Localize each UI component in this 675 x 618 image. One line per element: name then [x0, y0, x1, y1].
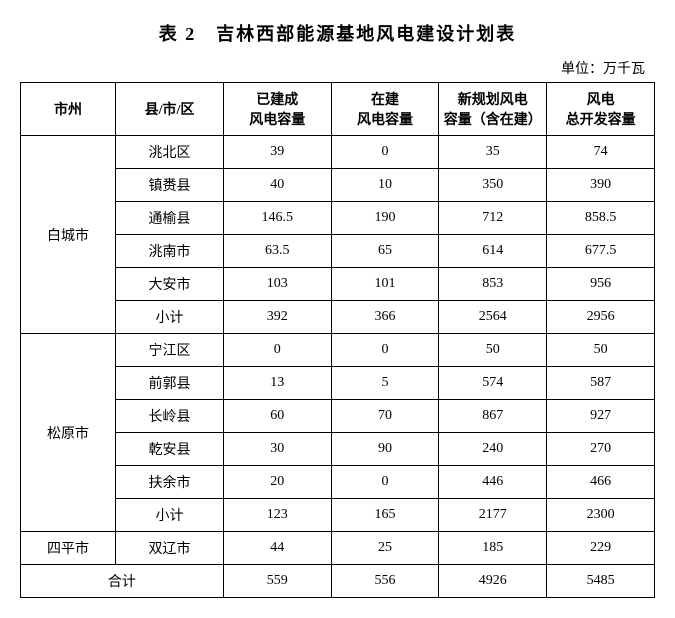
- table-row: 松原市宁江区005050: [21, 334, 655, 367]
- city-cell: 松原市: [21, 334, 116, 532]
- total-cell: 956: [547, 268, 655, 301]
- county-cell: 小计: [116, 301, 224, 334]
- total-cell: 50: [547, 334, 655, 367]
- table-unit: 单位：万千瓦: [20, 58, 655, 78]
- building-cell: 0: [331, 136, 439, 169]
- building-cell: 90: [331, 433, 439, 466]
- header-row: 市州 县/市/区 已建成风电容量 在建风电容量 新规划风电容量（含在建） 风电总…: [21, 83, 655, 136]
- total-cell: 587: [547, 367, 655, 400]
- table-row: 镇赉县4010350390: [21, 169, 655, 202]
- total-cell: 390: [547, 169, 655, 202]
- total-cell: 2300: [547, 499, 655, 532]
- table-row: 扶余市200446466: [21, 466, 655, 499]
- building-cell: 190: [331, 202, 439, 235]
- table-row: 小计39236625642956: [21, 301, 655, 334]
- built-cell: 44: [223, 532, 331, 565]
- county-cell: 小计: [116, 499, 224, 532]
- total-cell: 927: [547, 400, 655, 433]
- built-cell: 103: [223, 268, 331, 301]
- built-cell: 63.5: [223, 235, 331, 268]
- city-cell: 白城市: [21, 136, 116, 334]
- planned-cell: 185: [439, 532, 547, 565]
- planned-cell: 712: [439, 202, 547, 235]
- built-cell: 20: [223, 466, 331, 499]
- total-cell: 466: [547, 466, 655, 499]
- built-cell: 146.5: [223, 202, 331, 235]
- county-cell: 长岭县: [116, 400, 224, 433]
- building-cell: 25: [331, 532, 439, 565]
- header-planned: 新规划风电容量（含在建）: [439, 83, 547, 136]
- built-cell: 0: [223, 334, 331, 367]
- total-cell: 2956: [547, 301, 655, 334]
- header-county: 县/市/区: [116, 83, 224, 136]
- total-row: 合计55955649265485: [21, 565, 655, 598]
- planned-cell: 35: [439, 136, 547, 169]
- built-cell: 39: [223, 136, 331, 169]
- building-cell: 10: [331, 169, 439, 202]
- table-row: 通榆县146.5190712858.5: [21, 202, 655, 235]
- total-cell: 229: [547, 532, 655, 565]
- table-row: 白城市洮北区3903574: [21, 136, 655, 169]
- table-row: 洮南市63.565614677.5: [21, 235, 655, 268]
- table-row: 前郭县135574587: [21, 367, 655, 400]
- planned-cell: 853: [439, 268, 547, 301]
- total-planned-cell: 4926: [439, 565, 547, 598]
- planned-cell: 614: [439, 235, 547, 268]
- planned-cell: 446: [439, 466, 547, 499]
- planned-cell: 240: [439, 433, 547, 466]
- built-cell: 40: [223, 169, 331, 202]
- header-total: 风电总开发容量: [547, 83, 655, 136]
- county-cell: 扶余市: [116, 466, 224, 499]
- header-building: 在建风电容量: [331, 83, 439, 136]
- total-cell: 858.5: [547, 202, 655, 235]
- building-cell: 0: [331, 334, 439, 367]
- header-city: 市州: [21, 83, 116, 136]
- building-cell: 366: [331, 301, 439, 334]
- building-cell: 5: [331, 367, 439, 400]
- planned-cell: 2177: [439, 499, 547, 532]
- county-cell: 洮南市: [116, 235, 224, 268]
- table-row: 大安市103101853956: [21, 268, 655, 301]
- total-cell: 677.5: [547, 235, 655, 268]
- county-cell: 镇赉县: [116, 169, 224, 202]
- county-cell: 通榆县: [116, 202, 224, 235]
- built-cell: 123: [223, 499, 331, 532]
- table-body: 白城市洮北区3903574镇赉县4010350390通榆县146.5190712…: [21, 136, 655, 598]
- planned-cell: 350: [439, 169, 547, 202]
- data-table: 市州 县/市/区 已建成风电容量 在建风电容量 新规划风电容量（含在建） 风电总…: [20, 82, 655, 598]
- planned-cell: 50: [439, 334, 547, 367]
- planned-cell: 867: [439, 400, 547, 433]
- built-cell: 392: [223, 301, 331, 334]
- built-cell: 30: [223, 433, 331, 466]
- total-building-cell: 556: [331, 565, 439, 598]
- building-cell: 165: [331, 499, 439, 532]
- building-cell: 0: [331, 466, 439, 499]
- county-cell: 前郭县: [116, 367, 224, 400]
- table-title: 表 2 吉林西部能源基地风电建设计划表: [20, 20, 655, 46]
- county-cell: 洮北区: [116, 136, 224, 169]
- table-row: 乾安县3090240270: [21, 433, 655, 466]
- built-cell: 13: [223, 367, 331, 400]
- county-cell: 双辽市: [116, 532, 224, 565]
- total-built-cell: 559: [223, 565, 331, 598]
- planned-cell: 574: [439, 367, 547, 400]
- county-cell: 乾安县: [116, 433, 224, 466]
- total-label-cell: 合计: [21, 565, 224, 598]
- header-built: 已建成风电容量: [223, 83, 331, 136]
- total-cell: 74: [547, 136, 655, 169]
- building-cell: 101: [331, 268, 439, 301]
- built-cell: 60: [223, 400, 331, 433]
- city-cell: 四平市: [21, 532, 116, 565]
- total-total-cell: 5485: [547, 565, 655, 598]
- total-cell: 270: [547, 433, 655, 466]
- building-cell: 70: [331, 400, 439, 433]
- planned-cell: 2564: [439, 301, 547, 334]
- county-cell: 大安市: [116, 268, 224, 301]
- table-row: 小计12316521772300: [21, 499, 655, 532]
- table-row: 长岭县6070867927: [21, 400, 655, 433]
- county-cell: 宁江区: [116, 334, 224, 367]
- building-cell: 65: [331, 235, 439, 268]
- table-row: 四平市双辽市4425185229: [21, 532, 655, 565]
